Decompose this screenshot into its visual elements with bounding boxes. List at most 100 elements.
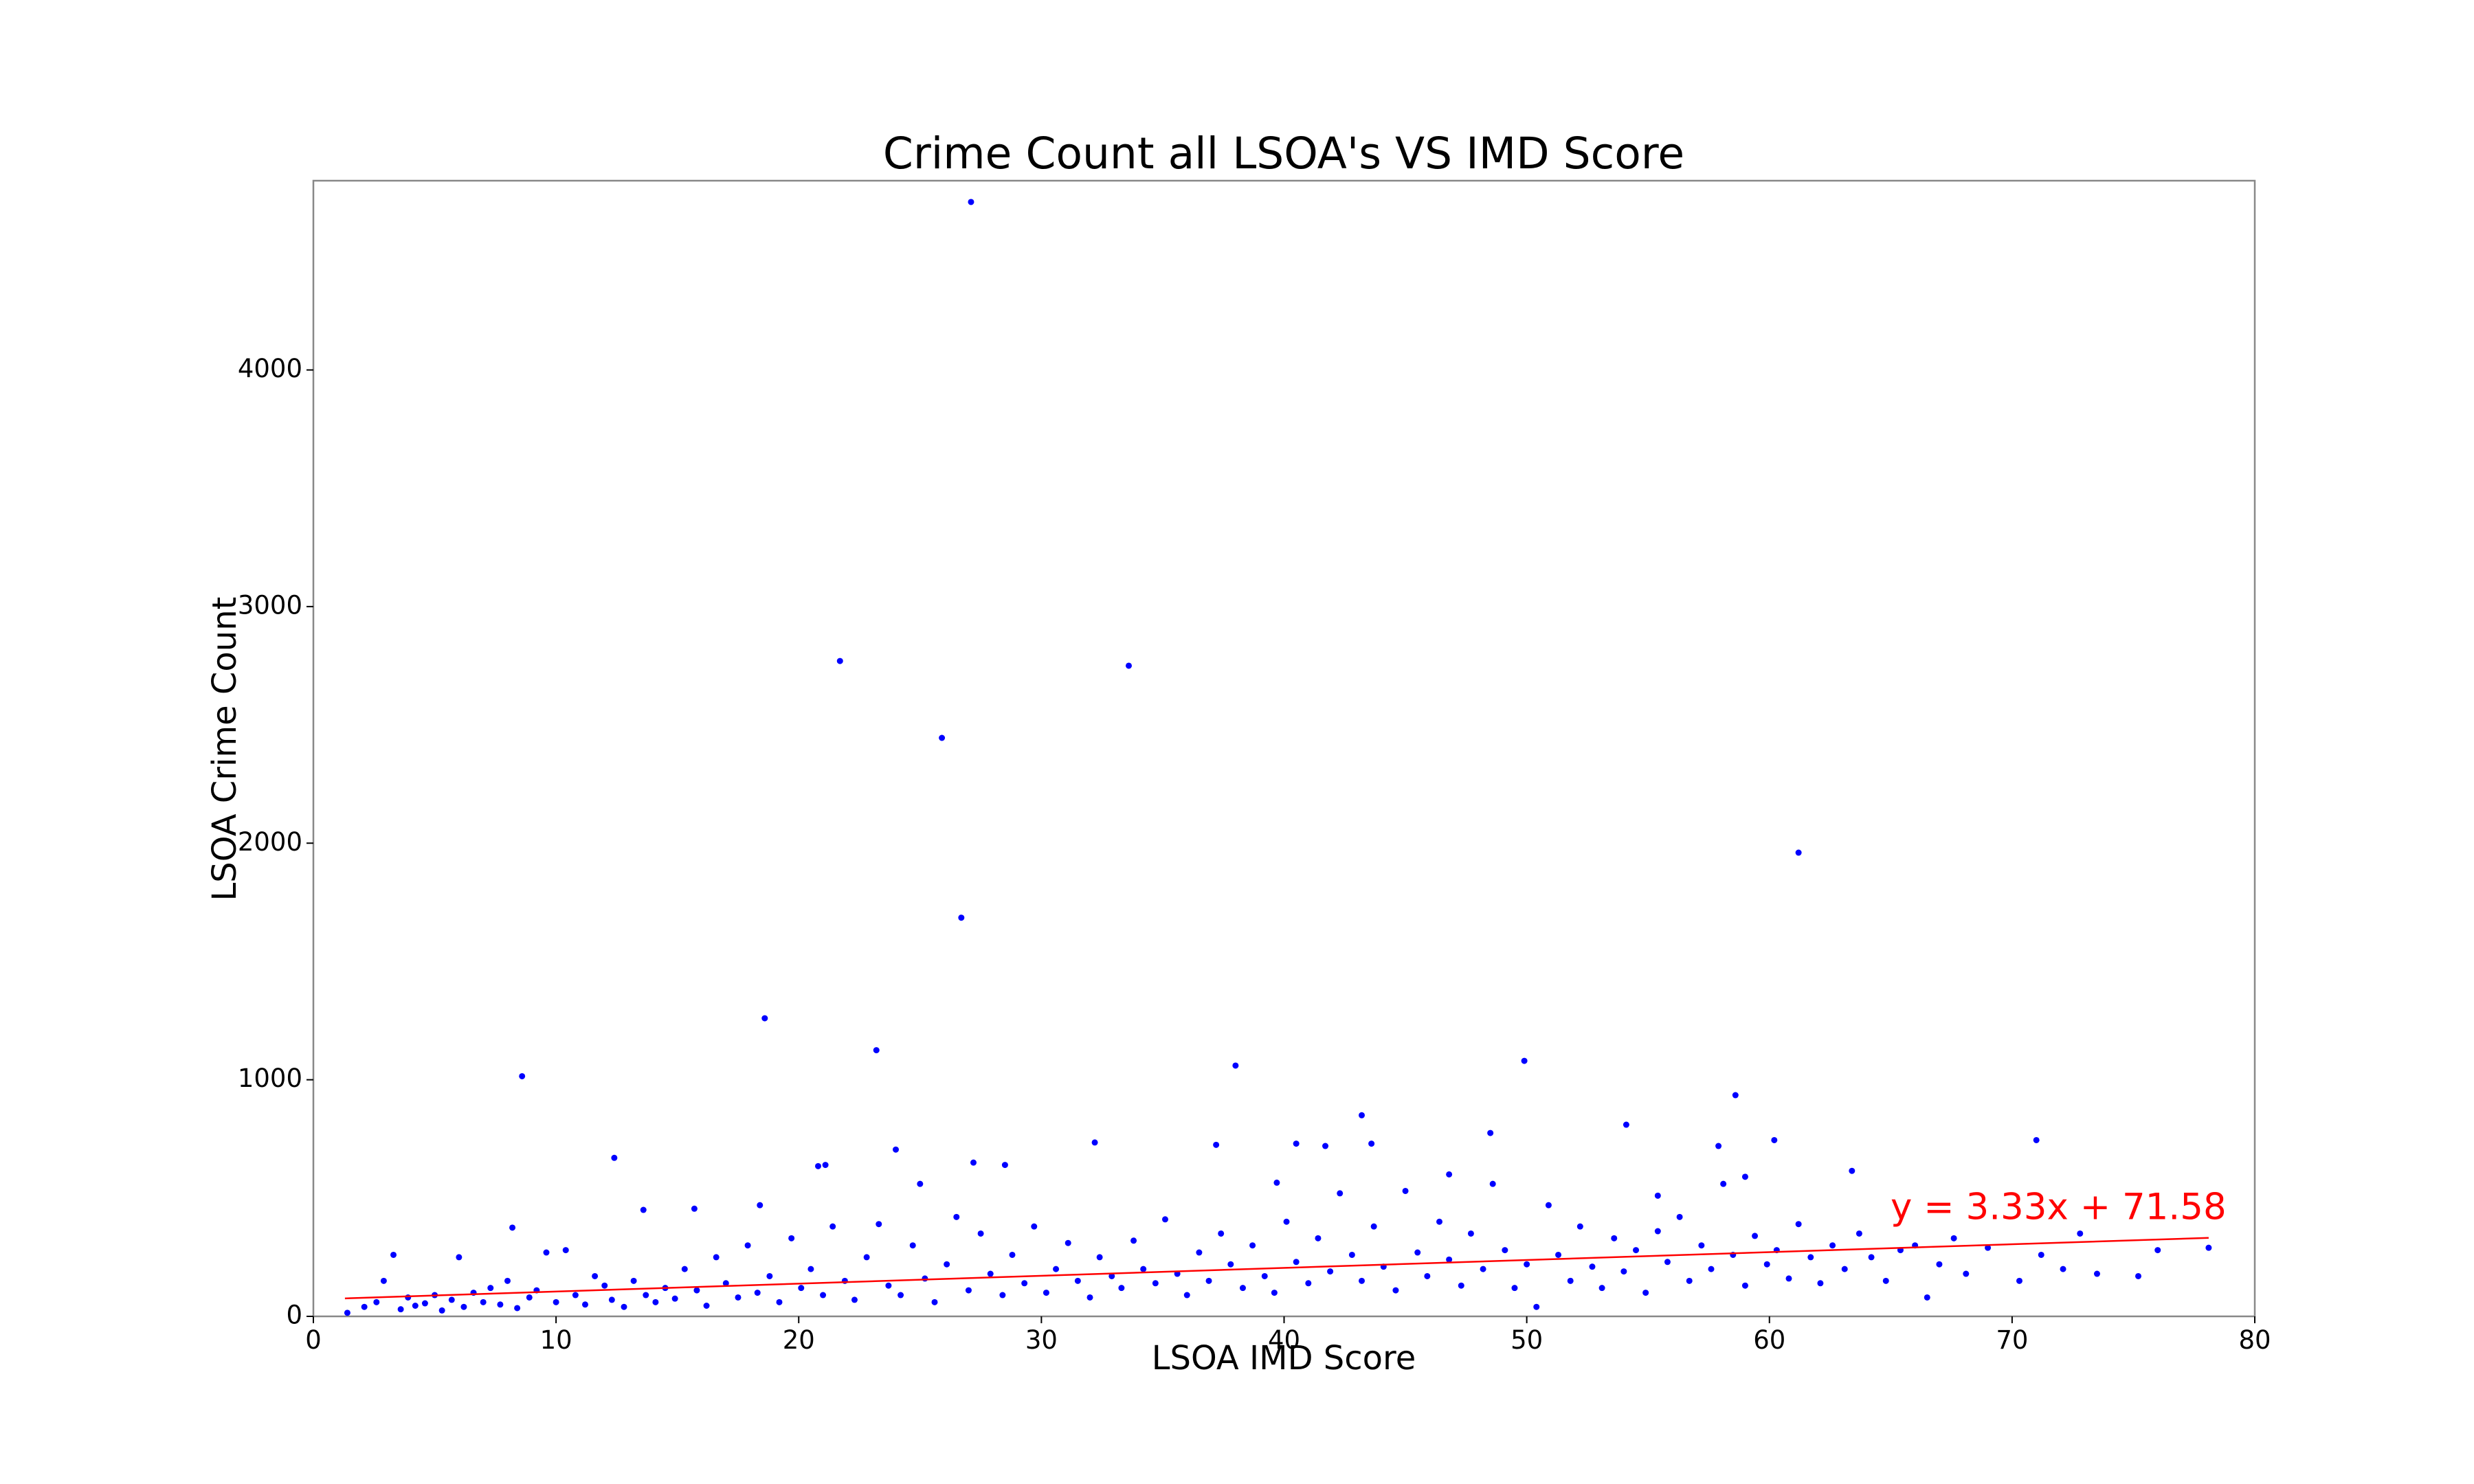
- point: [1140, 1266, 1147, 1272]
- point: [2135, 1272, 2141, 1279]
- point: [1985, 1244, 1992, 1251]
- point: [939, 734, 946, 741]
- point: [931, 1298, 938, 1305]
- point: [572, 1292, 579, 1298]
- point: [1402, 1187, 1409, 1194]
- point: [2205, 1244, 2212, 1251]
- point: [1249, 1242, 1256, 1249]
- y-tick-label: 4000: [238, 354, 302, 383]
- point: [1752, 1233, 1759, 1239]
- point: [611, 1154, 618, 1161]
- point: [397, 1306, 404, 1313]
- point: [380, 1277, 387, 1284]
- x-tick-label: 20: [783, 1325, 815, 1355]
- y-tick-label: 0: [286, 1301, 302, 1330]
- point: [836, 657, 843, 664]
- point: [621, 1303, 627, 1310]
- point: [722, 1280, 729, 1287]
- point: [1633, 1247, 1640, 1254]
- point: [640, 1206, 647, 1213]
- chart-title: Crime Count all LSOA's VS IMD Score: [883, 128, 1684, 179]
- point: [776, 1298, 783, 1305]
- point: [1074, 1277, 1081, 1284]
- point: [1001, 1162, 1008, 1169]
- y-axis-label: LSOA Crime Count: [205, 597, 244, 901]
- point: [1467, 1230, 1474, 1237]
- point: [1218, 1230, 1225, 1237]
- point: [1480, 1266, 1486, 1272]
- point: [1807, 1254, 1814, 1261]
- x-tick-label: 70: [1996, 1325, 2028, 1355]
- point: [1771, 1136, 1778, 1143]
- point: [1676, 1213, 1683, 1220]
- point: [1305, 1280, 1312, 1287]
- y-tick-label: 2000: [238, 827, 302, 857]
- point: [1227, 1261, 1234, 1268]
- point: [873, 1047, 880, 1054]
- point: [968, 199, 974, 205]
- x-axis-label: LSOA IMD Score: [1152, 1339, 1416, 1378]
- point: [893, 1146, 899, 1153]
- point: [405, 1294, 412, 1301]
- point: [1458, 1282, 1464, 1289]
- point: [1487, 1129, 1494, 1136]
- point: [829, 1223, 836, 1230]
- point: [2093, 1270, 2100, 1277]
- point: [999, 1292, 1006, 1298]
- point: [1545, 1202, 1552, 1208]
- point: [1232, 1062, 1239, 1069]
- point: [1337, 1190, 1344, 1197]
- point: [1213, 1141, 1220, 1148]
- plot-frame: [312, 179, 2256, 1318]
- point: [953, 1213, 960, 1220]
- point: [1763, 1261, 1770, 1268]
- x-tick-label: 80: [2238, 1325, 2271, 1355]
- point: [562, 1247, 569, 1254]
- x-tick-label: 40: [1268, 1325, 1300, 1355]
- point: [1315, 1235, 1322, 1241]
- point: [1126, 662, 1132, 669]
- point: [601, 1282, 608, 1289]
- point: [480, 1298, 487, 1305]
- point: [1293, 1259, 1300, 1266]
- point: [1849, 1167, 1855, 1174]
- point: [1414, 1249, 1421, 1256]
- point: [643, 1292, 649, 1298]
- point: [487, 1285, 494, 1292]
- point: [1936, 1261, 1943, 1268]
- point: [344, 1309, 350, 1316]
- point: [2077, 1230, 2084, 1237]
- point: [1785, 1275, 1792, 1282]
- point: [744, 1242, 751, 1249]
- point: [438, 1307, 445, 1314]
- point: [1130, 1237, 1137, 1244]
- point: [757, 1202, 764, 1208]
- point: [703, 1303, 710, 1309]
- point: [1446, 1171, 1453, 1178]
- point: [582, 1301, 588, 1308]
- point: [1370, 1223, 1377, 1230]
- point: [608, 1296, 615, 1303]
- point: [2038, 1251, 2044, 1258]
- point: [1533, 1303, 1540, 1310]
- point: [652, 1298, 659, 1305]
- point: [509, 1224, 516, 1231]
- point: [1489, 1180, 1496, 1187]
- x-tick-label: 30: [1025, 1325, 1058, 1355]
- point: [1882, 1277, 1889, 1284]
- point: [766, 1272, 773, 1279]
- point: [1524, 1261, 1530, 1268]
- point: [1392, 1287, 1399, 1294]
- point: [863, 1254, 870, 1261]
- point: [1196, 1249, 1203, 1256]
- point: [1424, 1272, 1431, 1279]
- point: [1511, 1285, 1518, 1292]
- point: [1086, 1294, 1093, 1301]
- point: [456, 1254, 463, 1261]
- point: [2060, 1266, 2066, 1272]
- point: [1708, 1266, 1715, 1272]
- point: [1654, 1192, 1661, 1199]
- point: [1261, 1272, 1268, 1279]
- point: [1359, 1277, 1365, 1284]
